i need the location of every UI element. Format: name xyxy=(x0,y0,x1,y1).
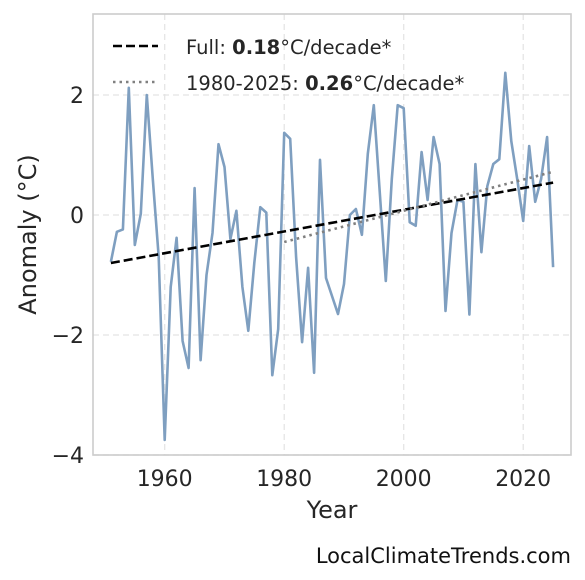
grid xyxy=(93,14,571,456)
y-tick-label: 0 xyxy=(70,204,84,229)
legend-prefix: Full: xyxy=(186,36,232,59)
x-tick-label: 2000 xyxy=(376,467,432,492)
x-tick-label: 1980 xyxy=(256,467,312,492)
y-tick-label: 2 xyxy=(70,84,84,109)
legend-entry-full: Full: 0.18°C/decade* xyxy=(186,36,392,59)
tick-labels: 1960 1980 2000 2020 −4 −2 0 2 xyxy=(52,84,552,492)
site-credit: LocalClimateTrends.com xyxy=(315,544,571,568)
legend-suffix: °C/decade* xyxy=(280,36,391,59)
series-group xyxy=(109,71,555,442)
y-tick-label: −4 xyxy=(52,444,84,469)
legend-suffix: °C/decade* xyxy=(353,72,464,95)
legend-prefix: 1980-2025: xyxy=(186,72,305,95)
y-tick-label: −2 xyxy=(52,324,84,349)
legend-rate: 0.18 xyxy=(232,36,280,59)
plot-frame xyxy=(92,13,572,456)
anomaly-line xyxy=(109,71,555,442)
legend-rate: 0.26 xyxy=(305,72,353,95)
legend: Full: 0.18°C/decade* 1980-2025: 0.26°C/d… xyxy=(113,36,465,95)
y-axis-label: Anomaly (°C) xyxy=(14,154,42,314)
x-tick-label: 2020 xyxy=(495,467,551,492)
x-tick-label: 1960 xyxy=(137,467,193,492)
legend-entry-recent: 1980-2025: 0.26°C/decade* xyxy=(186,72,465,95)
recent-trend-line xyxy=(283,170,554,244)
full-trend-line xyxy=(110,181,554,265)
x-axis-label: Year xyxy=(306,496,358,524)
